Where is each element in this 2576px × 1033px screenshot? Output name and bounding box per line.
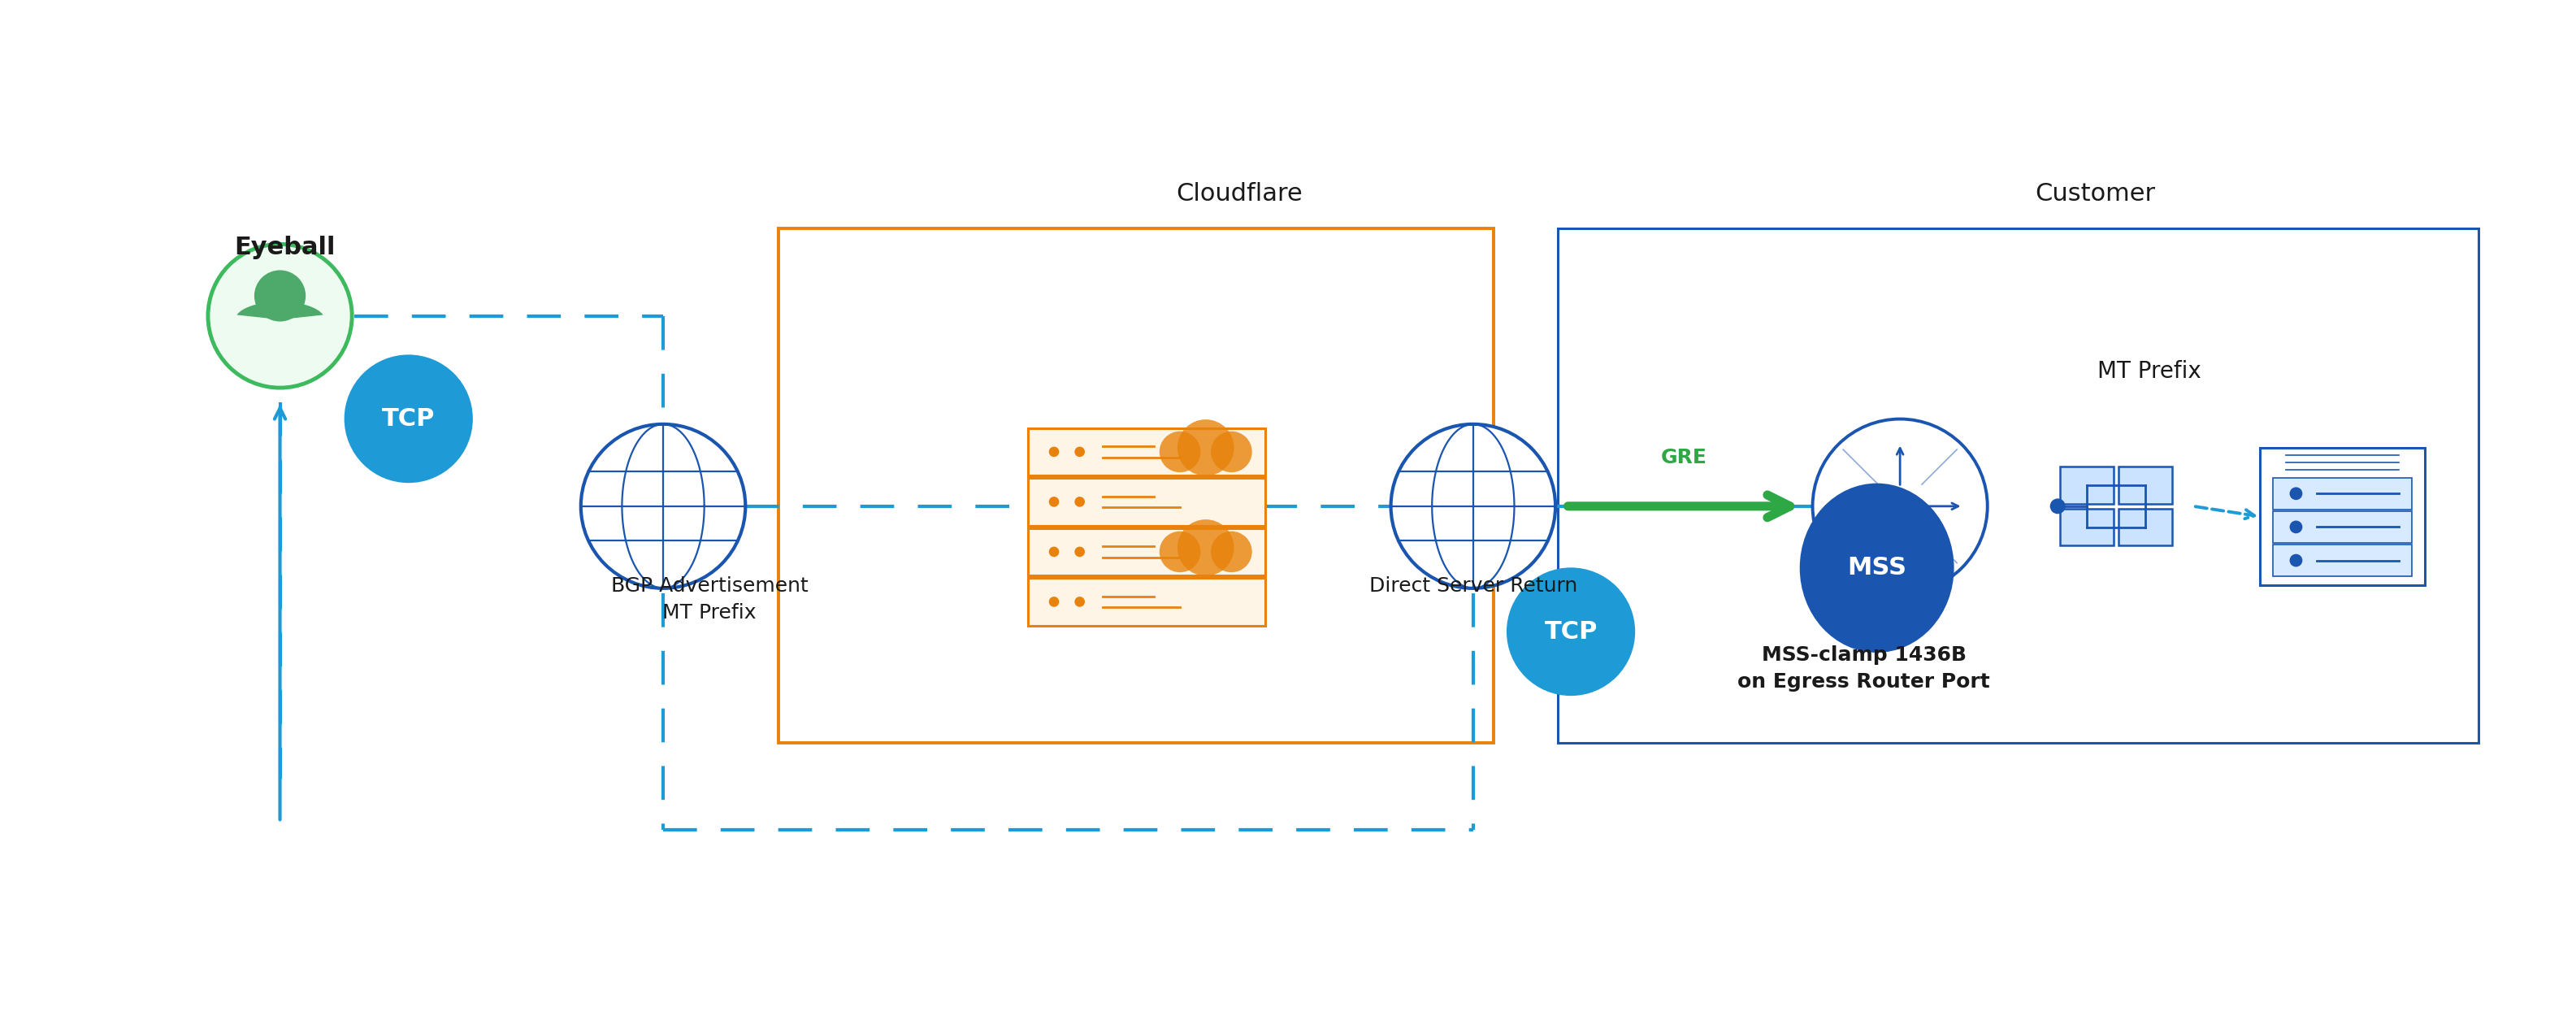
Ellipse shape bbox=[1074, 446, 1084, 457]
Ellipse shape bbox=[1074, 497, 1084, 507]
FancyBboxPatch shape bbox=[2272, 478, 2411, 509]
FancyBboxPatch shape bbox=[1028, 528, 1265, 575]
Ellipse shape bbox=[2050, 499, 2066, 513]
Ellipse shape bbox=[1074, 546, 1084, 557]
Ellipse shape bbox=[1048, 546, 1059, 557]
Ellipse shape bbox=[1801, 483, 1955, 653]
Ellipse shape bbox=[1211, 432, 1252, 472]
Text: MSS-clamp 1436B
on Egress Router Port: MSS-clamp 1436B on Egress Router Port bbox=[1739, 645, 1991, 692]
Ellipse shape bbox=[1048, 446, 1059, 457]
Ellipse shape bbox=[1048, 597, 1059, 607]
FancyBboxPatch shape bbox=[2061, 467, 2115, 504]
FancyBboxPatch shape bbox=[1028, 478, 1265, 526]
FancyBboxPatch shape bbox=[2272, 511, 2411, 542]
Ellipse shape bbox=[1391, 425, 1556, 589]
FancyBboxPatch shape bbox=[2117, 467, 2172, 504]
Ellipse shape bbox=[255, 271, 307, 321]
Ellipse shape bbox=[1177, 419, 1234, 476]
Ellipse shape bbox=[580, 425, 744, 589]
Text: TCP: TCP bbox=[1543, 620, 1597, 644]
Text: TCP: TCP bbox=[381, 407, 435, 431]
FancyBboxPatch shape bbox=[2061, 508, 2115, 545]
Text: Customer: Customer bbox=[2035, 183, 2156, 206]
Text: MT Prefix: MT Prefix bbox=[2097, 361, 2202, 383]
Ellipse shape bbox=[1211, 531, 1252, 572]
Ellipse shape bbox=[1507, 567, 1636, 696]
Ellipse shape bbox=[1177, 520, 1234, 575]
Ellipse shape bbox=[1074, 597, 1084, 607]
Wedge shape bbox=[237, 302, 322, 319]
Text: MSS: MSS bbox=[1847, 556, 1906, 580]
Ellipse shape bbox=[2290, 488, 2303, 500]
Ellipse shape bbox=[1159, 531, 1200, 572]
FancyBboxPatch shape bbox=[2117, 508, 2172, 545]
Ellipse shape bbox=[1048, 497, 1059, 507]
Text: Direct Server Return: Direct Server Return bbox=[1368, 576, 1577, 596]
Ellipse shape bbox=[345, 354, 474, 482]
Ellipse shape bbox=[2290, 521, 2303, 533]
FancyBboxPatch shape bbox=[1028, 578, 1265, 626]
FancyBboxPatch shape bbox=[2259, 447, 2424, 586]
FancyBboxPatch shape bbox=[1028, 428, 1265, 475]
Ellipse shape bbox=[209, 244, 353, 387]
Ellipse shape bbox=[1159, 432, 1200, 472]
Ellipse shape bbox=[1814, 419, 1989, 593]
Ellipse shape bbox=[2290, 554, 2303, 567]
Text: GRE: GRE bbox=[1662, 447, 1708, 467]
Text: Eyeball: Eyeball bbox=[234, 236, 335, 259]
Text: Cloudflare: Cloudflare bbox=[1175, 183, 1303, 206]
Text: BGP Advertisement
MT Prefix: BGP Advertisement MT Prefix bbox=[611, 576, 809, 623]
FancyBboxPatch shape bbox=[2272, 544, 2411, 576]
